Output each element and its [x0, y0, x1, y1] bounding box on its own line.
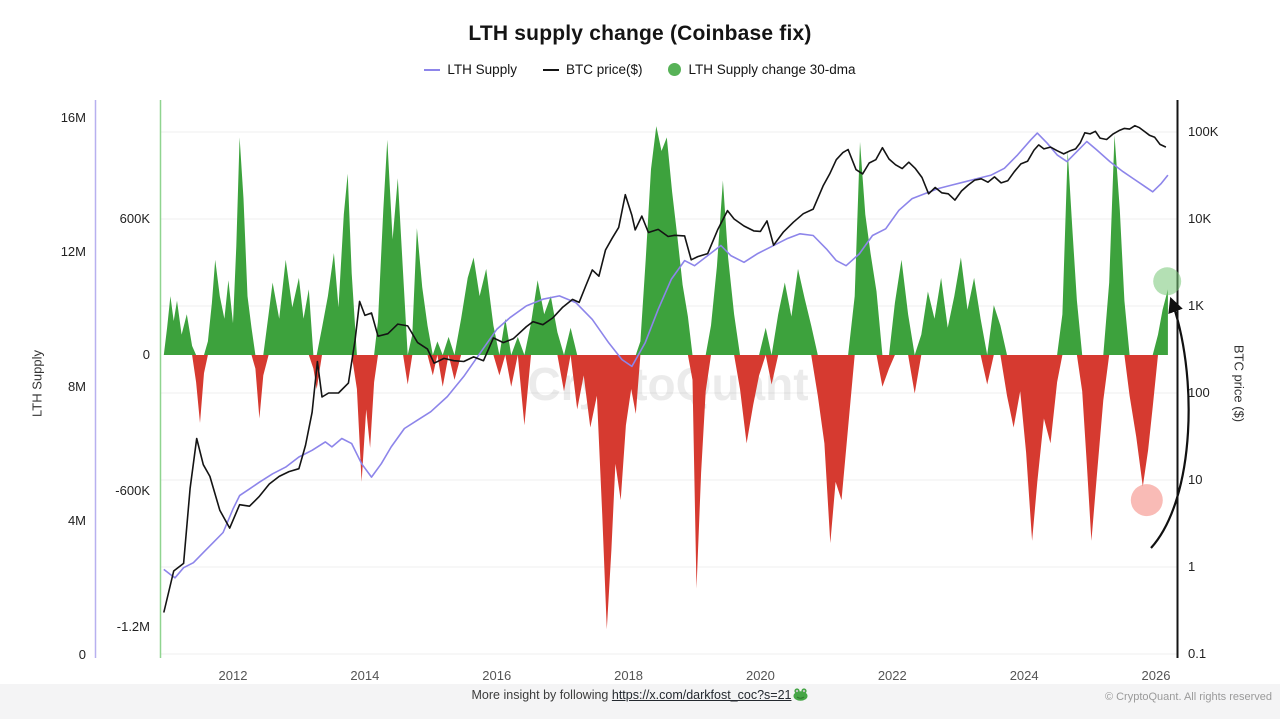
- year-tick-label: 2014: [350, 668, 380, 683]
- supply-tick-label: 0: [78, 647, 86, 662]
- btc-price-line-swatch: [542, 68, 559, 71]
- annotation-arrow: [1150, 296, 1190, 549]
- supply-tick-label: 4M: [67, 512, 86, 528]
- year-tick-label: 2022: [877, 668, 907, 683]
- price-tick-label: 1: [1188, 559, 1196, 574]
- footer-note: More insight by following https://x.com/…: [0, 688, 1280, 702]
- footer-band: [0, 684, 1280, 719]
- legend-label-btc-price: BTC price($): [565, 62, 643, 77]
- legend-label-lth-supply: LTH Supply: [447, 62, 517, 77]
- year-tick-label: 2016: [482, 668, 512, 683]
- supply-change-positive-area: [163, 126, 1168, 355]
- change-tick-label: -600K: [115, 483, 150, 498]
- legend-item-btc-price[interactable]: BTC price($): [542, 62, 643, 77]
- highlight-circle-red: [1130, 484, 1163, 517]
- change-tick-label: -1.2M: [116, 619, 150, 634]
- footer-link[interactable]: https://x.com/darkfost_coc?s=21: [611, 688, 792, 702]
- year-tick-label: 2026: [1141, 668, 1171, 683]
- btc-price-line: [163, 124, 1167, 613]
- supply-tick-label: 12M: [60, 244, 86, 260]
- change-tick-label: 600K: [119, 211, 150, 226]
- price-tick-label: 10K: [1188, 211, 1212, 226]
- watermark: CryptoQuant: [527, 358, 808, 410]
- supply-change-dot-swatch: [668, 63, 682, 76]
- price-tick-label: 0.1: [1188, 646, 1207, 661]
- legend-item-lth-supply[interactable]: LTH Supply: [424, 62, 517, 77]
- price-tick-label: 1K: [1188, 298, 1204, 313]
- year-tick-label: 2012: [218, 668, 248, 683]
- price-tick-label: 100: [1188, 385, 1210, 400]
- price-tick-label: 10: [1188, 472, 1203, 487]
- copyright: © CryptoQuant. All rights reserved: [1104, 691, 1272, 703]
- year-tick-label: 2024: [1009, 668, 1039, 683]
- chart-title: LTH supply change (Coinbase fix): [468, 22, 812, 45]
- legend-item-supply-change[interactable]: LTH Supply change 30-dma: [668, 62, 856, 77]
- year-tick-label: 2018: [614, 668, 644, 683]
- supply-tick-label: 16M: [60, 110, 86, 125]
- highlight-circle-green: [1153, 267, 1182, 296]
- year-tick-label: 2020: [745, 668, 775, 683]
- price-tick-label: 100K: [1188, 124, 1219, 139]
- frog-icon: [793, 688, 808, 701]
- lth-supply-line: [163, 132, 1169, 579]
- change-tick-label: 0: [142, 347, 150, 362]
- lth-supply-line-swatch: [424, 68, 441, 71]
- footer-text: More insight by following: [471, 688, 612, 702]
- legend: LTH Supply BTC price($) LTH Supply chang…: [0, 62, 1280, 77]
- legend-label-supply-change: LTH Supply change 30-dma: [688, 62, 856, 77]
- supply-tick-label: 8M: [67, 378, 86, 394]
